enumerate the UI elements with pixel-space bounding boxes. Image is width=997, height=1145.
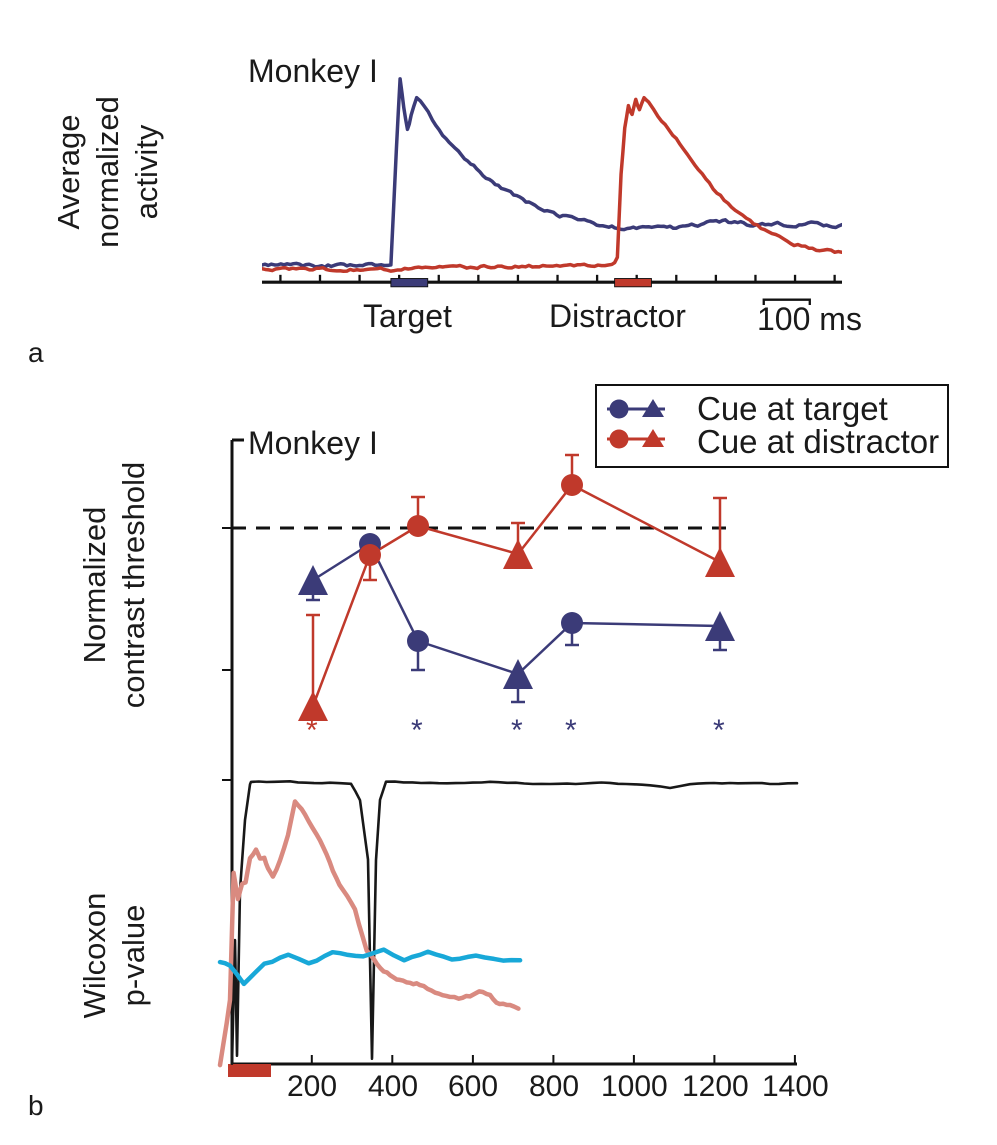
svg-text:*: * [713, 714, 725, 747]
svg-text:*: * [565, 714, 577, 747]
svg-text:*: * [306, 714, 318, 747]
svg-text:*: * [511, 714, 523, 747]
svg-text:*: * [411, 714, 423, 747]
